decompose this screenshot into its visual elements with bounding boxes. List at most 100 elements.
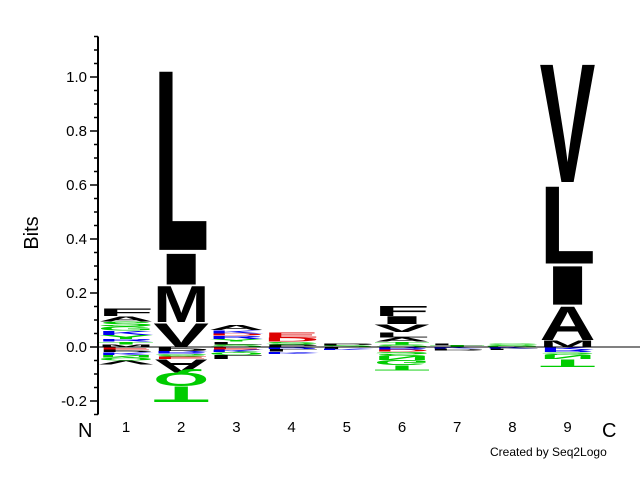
logo-letter: N [374, 355, 430, 361]
logo-letter: R [208, 335, 264, 340]
logo-letter: G [98, 326, 154, 332]
logo-letter: L [540, 163, 596, 287]
x-position-label: 9 [563, 419, 571, 436]
logo-letter: V [374, 322, 430, 334]
logo-letter: S [374, 351, 430, 357]
logo-letter: A [540, 297, 596, 351]
logo-letter: T [429, 345, 485, 347]
logo-letter: A [153, 355, 209, 376]
logo-letter: Y [208, 338, 264, 342]
logo-letter: L [374, 331, 430, 339]
logo-letter: L [429, 343, 485, 346]
logo-letter: L [153, 17, 209, 306]
logo-letter: P [319, 343, 375, 346]
logo-letter: V [153, 317, 209, 354]
logo-letter: K [264, 351, 321, 354]
logo-letter: S [540, 352, 596, 356]
logo-letter: R [374, 346, 430, 350]
logo-letter: S [374, 344, 430, 348]
logo-letter: L [208, 341, 264, 345]
logo-letter: R [153, 350, 209, 354]
logo-letter: L [319, 347, 375, 349]
logo-letter: M [540, 339, 596, 349]
x-position-label: 5 [343, 419, 351, 436]
logo-letter: Q [208, 352, 264, 356]
logo-letter: A [98, 315, 154, 323]
y-axis-label: Bits [21, 216, 43, 249]
logo-letter: T [374, 364, 430, 372]
x-position-label: 3 [232, 419, 240, 436]
logo-letter: T [540, 357, 596, 369]
x-position-label: 4 [287, 419, 295, 436]
logo-letter: A [374, 336, 430, 342]
logo-letter: R [540, 349, 596, 353]
logo-letter: R [264, 346, 320, 349]
y-tick-label: 0.6 [66, 177, 87, 194]
logo-letter: F [374, 303, 430, 319]
y-tick-label: 0.0 [66, 339, 87, 356]
x-position-label: 1 [122, 419, 130, 436]
logo-letter: N [98, 354, 154, 358]
logo-letter: I [374, 314, 430, 326]
logo-letter: T [153, 381, 209, 406]
logo-letter: K [98, 352, 155, 356]
logo-letter: P [429, 348, 485, 351]
logo-letter: S [98, 320, 154, 328]
logo-letter: T [98, 341, 154, 345]
x-position-label: 2 [177, 419, 185, 436]
x-axis-position-labels: 1 2 3 4 5 6 7 8 9 [122, 419, 572, 436]
logo-letter: E [98, 346, 154, 350]
logo-letter: A [208, 323, 264, 331]
logo-letter: S [484, 344, 540, 347]
logo-letter: S [208, 344, 264, 348]
logo-letter: K [540, 346, 597, 350]
x-position-label: 6 [398, 419, 406, 436]
c-terminus-label: C [602, 420, 616, 442]
logo-letter: I [153, 244, 209, 294]
glyph-layer: MTRYKGSAFEPKNQVVMILPRSEAQTSLYRDKAEKQLPSD… [98, 17, 596, 406]
logo-letter: K [208, 329, 264, 334]
logo-letter: D [374, 349, 430, 352]
logo-letter: E [153, 356, 209, 360]
logo-letter: K [98, 330, 154, 336]
logo-letter: D [264, 336, 320, 342]
n-terminus-label: N [78, 420, 92, 442]
logo-letter: S [153, 353, 209, 357]
logo-letter: T [374, 341, 430, 345]
logo-letter: G [374, 358, 430, 366]
logo-letter: Y [98, 334, 154, 340]
logo-letter: K [208, 349, 265, 353]
logo-letter: K [484, 347, 541, 349]
logo-letter: L [484, 348, 540, 350]
logo-letter: F [98, 306, 154, 318]
logo-letter: L [208, 354, 264, 360]
x-position-label: 8 [508, 419, 516, 436]
y-tick-label: 1.0 [66, 69, 87, 86]
y-tick-label: 0.8 [66, 123, 87, 140]
logo-letter: V [98, 359, 154, 365]
logo-letter: P [264, 344, 320, 348]
logo-letter: V [540, 30, 596, 219]
y-tick-label: 0.2 [66, 285, 87, 302]
y-tick-label: 0.4 [66, 231, 87, 248]
logo-letter: D [208, 333, 264, 336]
logo-letter: L [264, 348, 320, 352]
logo-letter: K [319, 348, 376, 350]
logo-letter: R [98, 338, 154, 342]
logo-letter: E [264, 331, 320, 339]
x-position-label: 7 [453, 419, 461, 436]
logo-letter: Q [153, 369, 209, 390]
logo-letter: P [153, 346, 209, 352]
logo-letter: M [98, 344, 154, 348]
logo-letter: G [484, 345, 540, 347]
logo-letter: K [429, 347, 486, 349]
logo-letter: S [264, 341, 320, 345]
y-tick-label: -0.2 [61, 393, 87, 410]
logo-letter: M [153, 276, 209, 334]
credit-text: Created by Seq2Logo [490, 445, 607, 459]
logo-letter: S [319, 345, 375, 348]
logo-letter: Q [98, 357, 154, 361]
logo-letter: N [540, 354, 596, 360]
logo-letter: P [98, 349, 154, 353]
